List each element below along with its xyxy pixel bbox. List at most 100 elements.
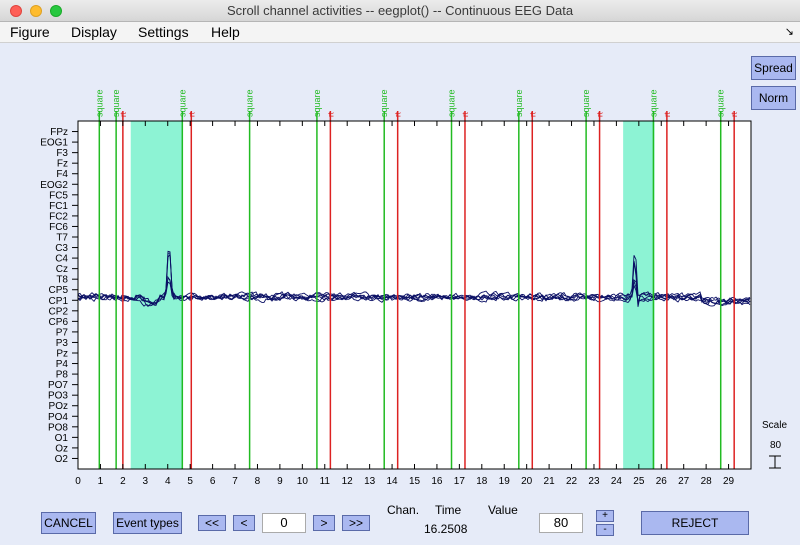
x-tick-label-7: 7 xyxy=(232,476,238,487)
time-readout: 16.2508 xyxy=(424,522,468,536)
scale-label: Scale xyxy=(762,420,788,431)
close-window-button[interactable] xyxy=(10,5,22,17)
reject-button[interactable]: REJECT xyxy=(641,511,749,535)
minimize-window-button[interactable] xyxy=(30,5,42,17)
event-label-2: rt xyxy=(119,111,128,117)
x-tick-label-29: 29 xyxy=(723,476,735,487)
eeg-trace-4 xyxy=(77,275,751,305)
x-tick-label-13: 13 xyxy=(364,476,376,487)
plot-frame xyxy=(77,120,752,470)
event-label-9: rt xyxy=(394,111,403,117)
event-label-17: rt xyxy=(663,111,672,117)
nav-prev-button[interactable]: < xyxy=(233,515,255,531)
x-tick-label-20: 20 xyxy=(521,476,533,487)
channel-label-T8: T8 xyxy=(56,275,68,286)
x-tick-label-4: 4 xyxy=(165,476,171,487)
menu-display[interactable]: Display xyxy=(71,24,117,40)
channel-label-T7: T7 xyxy=(56,233,68,244)
x-tick-label-25: 25 xyxy=(633,476,645,487)
norm-button[interactable]: Norm xyxy=(751,86,796,110)
time-axis: 0 1 2 3 4 5 6 7 8 9 10 11 12 13 14 15 16 17 18 19 20 21 22 23 24… xyxy=(75,121,735,487)
menu-help[interactable]: Help xyxy=(211,24,240,40)
scale-input[interactable]: 80 xyxy=(539,513,583,533)
spread-button[interactable]: Spread xyxy=(751,56,796,80)
x-tick-label-5: 5 xyxy=(187,476,193,487)
eeg-trace-1 xyxy=(77,253,751,308)
channel-label-P3: P3 xyxy=(56,338,69,349)
event-label-14: square xyxy=(581,89,591,117)
channel-label-C3: C3 xyxy=(55,243,68,254)
time-label: Time xyxy=(435,503,462,517)
event-label-7: rt xyxy=(326,111,335,117)
scale-plus-button[interactable]: + xyxy=(596,510,614,522)
event-label-0: square xyxy=(94,89,104,117)
window-title: Scroll channel activities -- eegplot() -… xyxy=(226,3,574,18)
channel-label-EOG1: EOG1 xyxy=(40,138,68,149)
event-label-15: rt xyxy=(596,111,605,117)
dock-arrow-icon[interactable]: ↘ xyxy=(784,26,794,38)
x-tick-label-15: 15 xyxy=(409,476,421,487)
x-tick-label-11: 11 xyxy=(320,476,331,487)
eeg-traces xyxy=(77,250,751,308)
chan-label: Chan. xyxy=(387,503,420,517)
event-types-button[interactable]: Event types xyxy=(113,512,182,534)
x-tick-label-2: 2 xyxy=(120,476,126,487)
channel-label-CP5: CP5 xyxy=(49,285,69,296)
eeg-trace-2 xyxy=(77,250,751,307)
eeg-trace-3 xyxy=(77,277,751,307)
channel-label-POz: POz xyxy=(49,401,68,412)
channel-label-CP2: CP2 xyxy=(49,306,69,317)
x-tick-label-28: 28 xyxy=(701,476,713,487)
x-tick-label-18: 18 xyxy=(476,476,488,487)
channel-label-F4: F4 xyxy=(56,169,68,180)
channel-label-CP1: CP1 xyxy=(49,296,69,307)
position-input[interactable]: 0 xyxy=(262,513,306,533)
x-tick-label-26: 26 xyxy=(656,476,668,487)
channel-label-O2: O2 xyxy=(55,454,69,465)
event-label-19: rt xyxy=(730,111,739,117)
x-tick-label-14: 14 xyxy=(387,476,399,487)
event-label-16: square xyxy=(648,89,658,117)
rejected-region-1 xyxy=(623,121,655,469)
rejected-regions xyxy=(78,121,751,469)
event-label-18: square xyxy=(716,89,726,117)
x-tick-label-12: 12 xyxy=(342,476,354,487)
scale-minus-button[interactable]: - xyxy=(596,524,614,536)
nav-last-button[interactable]: >> xyxy=(342,515,370,531)
channel-label-PO7: PO7 xyxy=(48,380,68,391)
channel-label-Oz: Oz xyxy=(55,443,68,454)
event-label-8: square xyxy=(379,89,389,117)
x-tick-label-9: 9 xyxy=(277,476,283,487)
event-label-1: square xyxy=(111,89,121,117)
x-tick-label-3: 3 xyxy=(143,476,149,487)
zoom-window-button[interactable] xyxy=(50,5,62,17)
event-label-10: square xyxy=(447,89,457,117)
event-label-11: rt xyxy=(461,111,470,117)
channel-label-Fz: Fz xyxy=(57,159,68,170)
scale-bar-icon xyxy=(769,455,781,469)
channel-label-Pz: Pz xyxy=(56,349,68,360)
channel-label-FC5: FC5 xyxy=(49,190,68,201)
x-tick-label-8: 8 xyxy=(255,476,261,487)
channel-labels: FPzEOG1F3FzF4EOG2FC5FC1FC2FC6T7C3C4CzT8C… xyxy=(40,127,78,465)
menu-settings[interactable]: Settings xyxy=(138,24,189,40)
x-tick-label-19: 19 xyxy=(499,476,511,487)
nav-next-button[interactable]: > xyxy=(313,515,335,531)
x-tick-label-17: 17 xyxy=(454,476,466,487)
channel-label-P4: P4 xyxy=(56,359,69,370)
channel-label-PO3: PO3 xyxy=(48,391,68,402)
menu-figure[interactable]: Figure xyxy=(10,24,50,40)
channel-label-EOG2: EOG2 xyxy=(40,180,68,191)
channel-label-FC2: FC2 xyxy=(49,211,68,222)
nav-first-button[interactable]: << xyxy=(198,515,226,531)
event-label-5: square xyxy=(245,89,255,117)
channel-label-P7: P7 xyxy=(56,327,69,338)
cancel-button[interactable]: CANCEL xyxy=(41,512,96,534)
x-tick-label-1: 1 xyxy=(98,476,104,487)
channel-label-F3: F3 xyxy=(56,148,68,159)
eeg-trace-5 xyxy=(77,281,751,305)
event-label-3: square xyxy=(177,89,187,117)
rejected-region-0 xyxy=(130,121,183,469)
